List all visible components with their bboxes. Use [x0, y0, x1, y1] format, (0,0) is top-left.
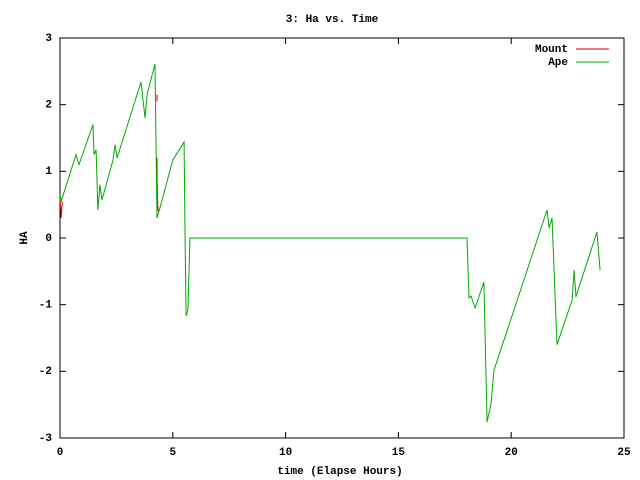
x-axis-label: time (Elapse Hours) [277, 466, 402, 478]
y-tick-label: -2 [39, 366, 52, 378]
y-tick-label: -1 [39, 300, 53, 312]
y-axis-label: HA [19, 231, 31, 245]
chart-title: 3: Ha vs. Time [286, 14, 379, 26]
x-tick-label: 25 [617, 447, 631, 459]
x-tick-label: 0 [57, 447, 64, 459]
series-line [59, 94, 159, 219]
y-tick-label: 2 [45, 100, 52, 112]
legend-label: Mount [535, 44, 568, 56]
x-tick-label: 15 [392, 447, 406, 459]
x-tick-label: 20 [505, 447, 518, 459]
legend-label: Ape [548, 57, 568, 69]
y-tick-label: 3 [45, 33, 52, 45]
x-tick-label: 10 [279, 447, 292, 459]
series-line [59, 63, 601, 423]
y-tick-label: -3 [39, 433, 53, 445]
y-tick-label: 0 [45, 233, 52, 245]
y-tick-label: 1 [45, 166, 52, 178]
x-tick-label: 5 [169, 447, 176, 459]
